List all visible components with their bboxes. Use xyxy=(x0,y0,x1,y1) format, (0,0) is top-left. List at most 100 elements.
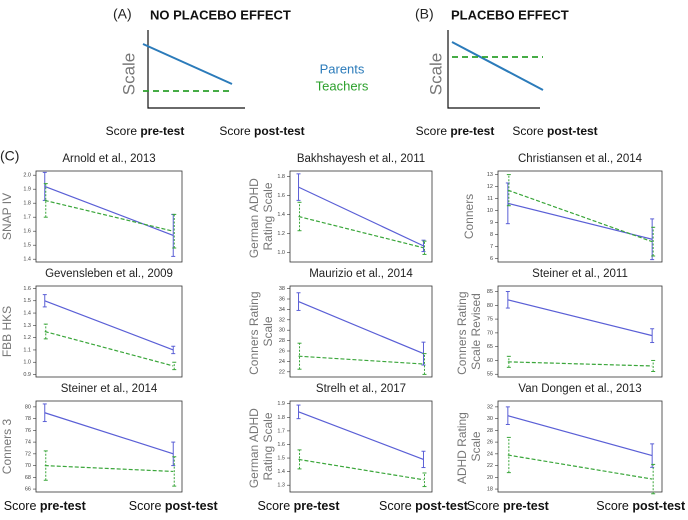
y-tick-label: 78 xyxy=(25,416,31,422)
y-tick-label: 1.8 xyxy=(23,201,31,207)
y-axis-label: ADHD Rating Scale xyxy=(455,409,483,484)
y-tick-label: 7 xyxy=(490,244,493,250)
y-tick-label: 1.6 xyxy=(23,229,31,235)
y-tick-label: 1.8 xyxy=(277,415,285,421)
y-tick-label: 80 xyxy=(25,404,31,410)
schematic-line xyxy=(142,43,233,85)
y-tick-label: 1.7 xyxy=(23,215,31,221)
x-axis-label: Score post-test xyxy=(512,124,597,138)
y-tick-label: 38 xyxy=(279,286,285,292)
chart-title: Van Dongen et al., 2013 xyxy=(518,383,641,395)
y-tick-label: 9 xyxy=(490,220,493,226)
y-tick-label: 1.9 xyxy=(23,187,31,193)
series-line xyxy=(44,199,174,232)
y-axis-label: Scale xyxy=(426,53,445,96)
y-tick-label: 1.3 xyxy=(277,483,285,489)
y-tick-label: 30 xyxy=(279,328,285,334)
chart-title: Steiner et al., 2014 xyxy=(61,383,158,395)
series-line xyxy=(44,300,174,351)
y-tick-label: 26 xyxy=(279,348,285,354)
y-tick-label: 20 xyxy=(487,475,493,481)
error-bar xyxy=(650,328,655,344)
series-line xyxy=(298,186,424,247)
y-tick-label: 74 xyxy=(25,440,31,446)
series-line xyxy=(507,202,653,240)
y-axis-label: Conners Rating Scale xyxy=(247,288,275,375)
y-tick-label: 1.2 xyxy=(277,231,285,237)
error-bar xyxy=(172,361,177,371)
y-tick-label: 65 xyxy=(487,344,493,350)
series-line xyxy=(507,189,653,243)
y-tick-label: 1.4 xyxy=(277,469,285,475)
y-axis-label: Conners xyxy=(462,194,476,239)
error-bar xyxy=(506,174,511,207)
error-bar xyxy=(296,404,301,420)
plot-frame xyxy=(289,400,433,493)
plot-frame xyxy=(289,170,433,263)
error-bar xyxy=(506,355,511,368)
y-tick-label: 66 xyxy=(25,487,31,493)
series-line xyxy=(298,355,424,365)
series-line xyxy=(298,458,424,481)
legend-entry: Parents xyxy=(320,61,365,76)
y-tick-label: 22 xyxy=(279,369,285,375)
y-tick-label: 55 xyxy=(487,372,493,378)
chart-title: Strelh et al., 2017 xyxy=(316,383,406,395)
y-tick-label: 1.3 xyxy=(23,323,31,329)
x-tick-label: Score pre-test xyxy=(258,499,341,513)
error-bar xyxy=(651,226,656,257)
error-bar xyxy=(171,345,176,355)
chart-title: Maurizio et al., 2014 xyxy=(309,268,413,280)
error-bar xyxy=(42,294,47,308)
chart-title: Christiansen et al., 2014 xyxy=(518,153,643,165)
y-tick-label: 32 xyxy=(279,317,285,323)
legend-entry: Teachers xyxy=(316,78,369,93)
y-tick-label: 28 xyxy=(487,428,493,434)
y-tick-label: 1.5 xyxy=(23,243,31,249)
plot-frame xyxy=(35,285,183,378)
error-bar xyxy=(171,441,176,467)
series-line xyxy=(507,299,653,337)
y-tick-label: 1.8 xyxy=(277,174,285,180)
y-tick-label: 10 xyxy=(487,208,493,214)
series-line xyxy=(44,330,174,367)
error-bar xyxy=(421,450,426,469)
error-bar xyxy=(651,463,656,495)
y-tick-label: 1.6 xyxy=(277,193,285,199)
error-bar xyxy=(505,291,510,309)
series-line xyxy=(507,454,653,480)
y-tick-label: 76 xyxy=(25,428,31,434)
plot-frame xyxy=(35,170,183,263)
y-tick-label: 28 xyxy=(279,338,285,344)
y-tick-label: 60 xyxy=(487,358,493,364)
y-tick-label: 1.5 xyxy=(23,298,31,304)
y-tick-label: 12 xyxy=(487,184,493,190)
y-tick-label: 1.9 xyxy=(277,401,285,407)
x-tick-label: Score post-test xyxy=(379,499,469,513)
error-bar xyxy=(297,201,302,232)
plot-frame xyxy=(497,285,663,378)
y-tick-label: 1.7 xyxy=(277,428,285,434)
y-tick-label: 22 xyxy=(487,463,493,469)
y-tick-label: 1.4 xyxy=(277,212,285,218)
y-axis-label: Scale xyxy=(119,53,138,96)
y-tick-label: 1.2 xyxy=(23,335,31,341)
y-tick-label: 26 xyxy=(487,440,493,446)
error-bar xyxy=(42,403,47,423)
error-bar xyxy=(506,436,511,474)
series-line xyxy=(298,301,424,355)
error-bar xyxy=(422,472,427,488)
y-tick-label: 85 xyxy=(487,289,493,295)
y-axis-label: Conners 3 xyxy=(0,418,14,474)
y-tick-label: 75 xyxy=(487,317,493,323)
y-tick-label: 6 xyxy=(490,256,493,262)
series-line xyxy=(507,361,653,367)
error-bar xyxy=(172,213,177,249)
x-axis-label: Score pre-test xyxy=(416,124,495,138)
y-axis-label: Conners Rating Scale Revised xyxy=(455,288,483,375)
schematic-line xyxy=(451,41,544,91)
chart-title: Gevensleben et al., 2009 xyxy=(45,268,173,280)
panel-title: PLACEBO EFFECT xyxy=(451,7,569,22)
y-tick-label: 1.1 xyxy=(23,347,31,353)
